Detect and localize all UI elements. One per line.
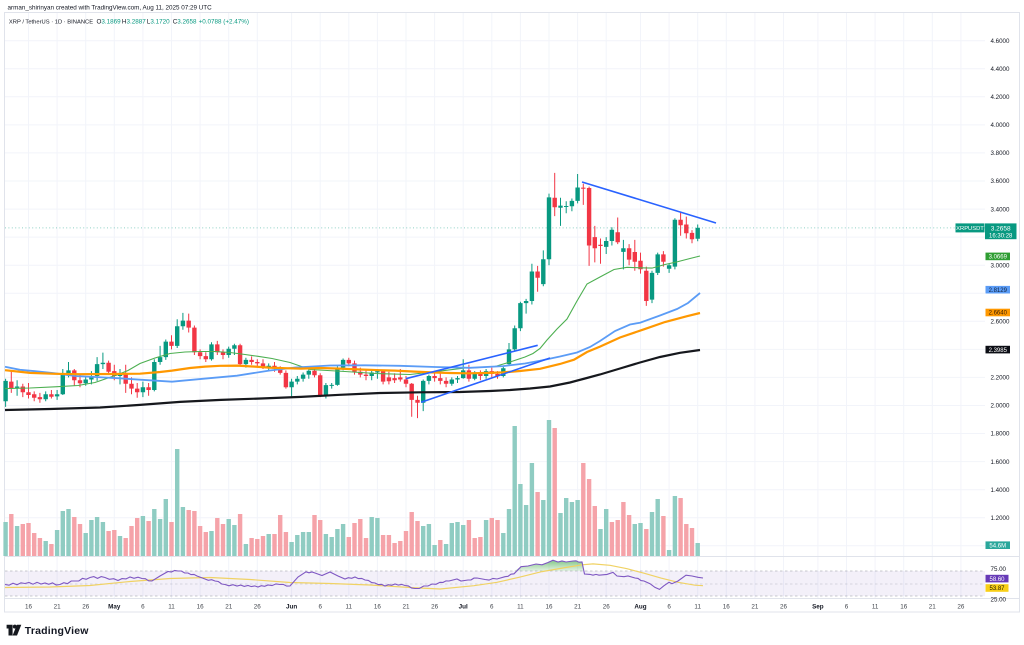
svg-text:6: 6 — [667, 604, 671, 611]
svg-text:2.6640: 2.6640 — [989, 311, 1008, 317]
svg-text:3.8000: 3.8000 — [991, 150, 1010, 157]
svg-text:11: 11 — [517, 604, 524, 611]
svg-text:H3.2887: H3.2887 — [122, 19, 146, 26]
svg-text:21: 21 — [574, 604, 582, 611]
svg-text:21: 21 — [751, 604, 759, 611]
svg-text:4.4000: 4.4000 — [991, 66, 1010, 73]
svg-text:4.0000: 4.0000 — [991, 122, 1010, 129]
svg-text:4.6000: 4.6000 — [991, 38, 1010, 45]
svg-text:26: 26 — [82, 604, 90, 611]
svg-text:6: 6 — [845, 604, 849, 611]
svg-text:1.4000: 1.4000 — [991, 487, 1010, 494]
svg-text:2.3985: 2.3985 — [989, 348, 1008, 354]
svg-text:75.00: 75.00 — [991, 566, 1007, 573]
svg-text:11: 11 — [168, 604, 175, 611]
svg-text:C3.2658: C3.2658 — [173, 19, 197, 26]
svg-text:25.00: 25.00 — [991, 597, 1007, 604]
svg-text:26: 26 — [780, 604, 788, 611]
svg-text:L3.1720: L3.1720 — [147, 19, 170, 26]
svg-text:16:30:28: 16:30:28 — [989, 233, 1013, 239]
svg-text:21: 21 — [225, 604, 233, 611]
svg-text:58.60: 58.60 — [989, 577, 1005, 583]
svg-text:TradingView: TradingView — [25, 625, 89, 637]
svg-text:21: 21 — [54, 604, 62, 611]
svg-text:54.6M: 54.6M — [989, 543, 1006, 549]
svg-text:2.6000: 2.6000 — [991, 319, 1010, 326]
svg-text:2.8129: 2.8129 — [989, 288, 1008, 294]
svg-text:6: 6 — [141, 604, 145, 611]
svg-text:May: May — [108, 604, 121, 611]
svg-text:Jun: Jun — [286, 604, 297, 611]
svg-text:3.4000: 3.4000 — [991, 206, 1010, 213]
svg-text:arman_shirinyan created with T: arman_shirinyan created with TradingView… — [8, 4, 213, 11]
svg-text:XRPUSDT: XRPUSDT — [956, 226, 984, 232]
svg-text:Jul: Jul — [459, 604, 468, 611]
svg-text:21: 21 — [402, 604, 410, 611]
svg-text:2.0000: 2.0000 — [991, 403, 1010, 410]
svg-text:3.0669: 3.0669 — [989, 255, 1008, 261]
svg-text:16: 16 — [900, 604, 908, 611]
svg-text:16: 16 — [545, 604, 553, 611]
svg-text:6: 6 — [490, 604, 494, 611]
svg-text:1.6000: 1.6000 — [991, 459, 1010, 466]
svg-text:3.2658: 3.2658 — [991, 225, 1011, 232]
svg-text:53.87: 53.87 — [989, 586, 1005, 592]
svg-text:16: 16 — [197, 604, 205, 611]
svg-text:3.6000: 3.6000 — [991, 178, 1010, 185]
svg-text:26: 26 — [603, 604, 611, 611]
svg-text:11: 11 — [694, 604, 701, 611]
svg-text:21: 21 — [929, 604, 937, 611]
svg-text:+0.0788 (+2.47%): +0.0788 (+2.47%) — [199, 19, 249, 26]
svg-text:O3.1869: O3.1869 — [97, 19, 122, 26]
svg-text:1.2000: 1.2000 — [991, 515, 1010, 522]
svg-text:16: 16 — [25, 604, 33, 611]
svg-text:11: 11 — [872, 604, 879, 611]
svg-text:3.0000: 3.0000 — [991, 262, 1010, 269]
svg-text:11: 11 — [346, 604, 353, 611]
svg-text:26: 26 — [957, 604, 965, 611]
svg-text:6: 6 — [318, 604, 322, 611]
svg-text:Aug: Aug — [634, 604, 646, 611]
svg-text:26: 26 — [254, 604, 262, 611]
svg-text:XRP / TetherUS · 1D · BINANCE: XRP / TetherUS · 1D · BINANCE — [9, 20, 93, 26]
svg-text:26: 26 — [431, 604, 439, 611]
svg-text:16: 16 — [374, 604, 382, 611]
svg-text:Sep: Sep — [812, 604, 824, 611]
svg-text:16: 16 — [723, 604, 731, 611]
svg-text:2.2000: 2.2000 — [991, 375, 1010, 382]
svg-text:4.2000: 4.2000 — [991, 94, 1010, 101]
svg-text:1.8000: 1.8000 — [991, 431, 1010, 438]
